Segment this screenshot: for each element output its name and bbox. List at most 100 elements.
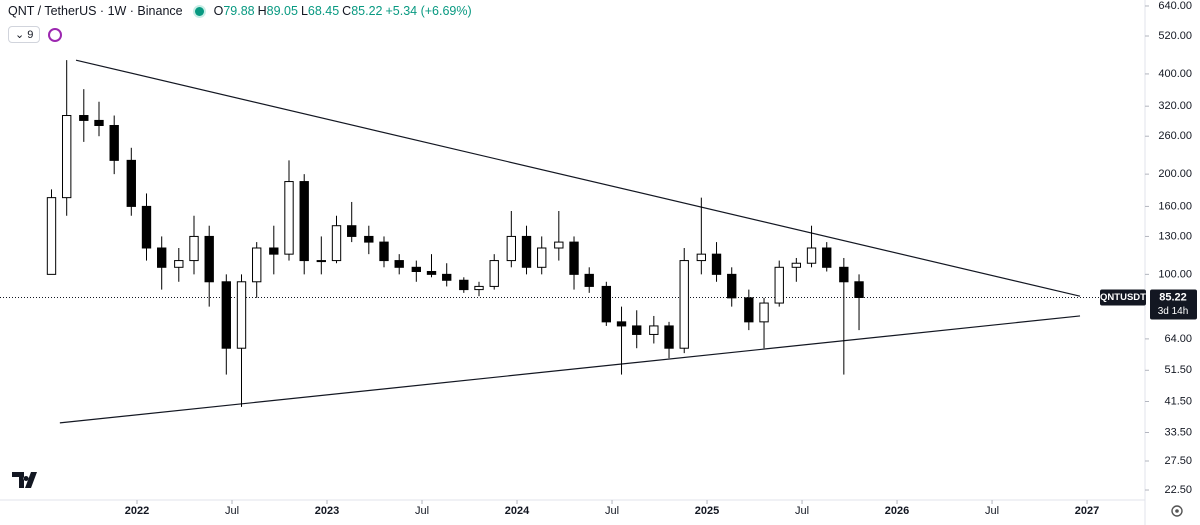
- readout-value: +5.34 (+6.69%): [385, 4, 472, 18]
- candle-body: [569, 241, 579, 275]
- readout-value: 89.05: [266, 4, 298, 18]
- candle-body: [109, 124, 119, 161]
- x-tick-label: Jul: [795, 505, 809, 517]
- toolbar: ⌄ 9: [8, 26, 63, 43]
- x-tick-label: 2026: [885, 505, 909, 517]
- candle-body: [284, 181, 294, 255]
- candle-body: [806, 247, 817, 264]
- x-tick-label: 2025: [695, 505, 719, 517]
- readout-key: H: [257, 4, 267, 18]
- candle-body: [364, 235, 374, 243]
- y-tick-label: 400.00: [1158, 68, 1192, 80]
- candle-body: [141, 205, 152, 249]
- candle-body: [759, 302, 769, 323]
- candle-body: [299, 181, 309, 262]
- candle-body: [521, 235, 532, 268]
- y-tick-label: 130.00: [1158, 230, 1192, 242]
- settings-icon[interactable]: [1171, 505, 1183, 517]
- candle-body: [394, 260, 404, 268]
- candle-body: [221, 281, 231, 349]
- y-tick-label: 320.00: [1158, 100, 1192, 112]
- x-tick-label: 2022: [125, 505, 149, 517]
- candle-body: [157, 247, 167, 268]
- candle-body: [649, 325, 659, 335]
- candle-body: [616, 321, 627, 327]
- candle-body: [727, 273, 737, 299]
- candle-body: [854, 281, 864, 298]
- candle-body: [379, 241, 389, 262]
- y-tick-label: 27.50: [1164, 455, 1192, 467]
- y-tick-label: 260.00: [1158, 130, 1192, 142]
- symbol-tag-bg: [1100, 289, 1146, 306]
- candle-body: [791, 262, 802, 268]
- x-tick-label: 2027: [1075, 505, 1099, 517]
- trendline: [59, 315, 1081, 424]
- y-tick-label: 520.00: [1158, 30, 1192, 42]
- candle-body: [664, 325, 674, 349]
- candle-body: [711, 253, 722, 275]
- candle-body: [126, 159, 136, 207]
- candle-body: [79, 115, 89, 121]
- candle-body: [189, 235, 199, 262]
- countdown: 3d 14h: [1158, 306, 1189, 317]
- candle-body: [774, 266, 784, 304]
- candle-body: [411, 266, 421, 272]
- candle-body: [316, 260, 326, 263]
- readout-value: 79.88: [223, 4, 255, 18]
- candle-body: [426, 270, 437, 275]
- y-tick-label: 33.50: [1164, 426, 1192, 438]
- candle-body: [474, 285, 484, 291]
- candle-body: [632, 325, 642, 335]
- symbol-tag: QNTUSDT: [1100, 292, 1146, 303]
- candle-body: [442, 273, 452, 281]
- y-tick-label: 100.00: [1158, 268, 1192, 280]
- readout-value: 68.45: [307, 4, 340, 18]
- candle-body: [696, 253, 707, 262]
- indicator-badge[interactable]: ⌄ 9: [8, 26, 41, 43]
- y-tick-label: 640.00: [1158, 0, 1192, 12]
- candle-body: [839, 266, 849, 283]
- x-tick-label: Jul: [985, 505, 999, 517]
- x-tick-label: 2024: [505, 505, 530, 517]
- candle-body: [347, 225, 357, 237]
- price-tag-bg: [1150, 289, 1197, 320]
- sync-icon[interactable]: [48, 27, 63, 42]
- candle-body: [236, 281, 247, 349]
- y-tick-label: 64.00: [1164, 333, 1192, 345]
- header: QNT / TetherUS · 1W · Binance O79.88 H89.…: [8, 4, 475, 18]
- x-tick-label: Jul: [225, 505, 239, 517]
- candle-body: [204, 235, 214, 283]
- ohlc-readout: O79.88 H89.05 L68.45 C85.22 +5.34 (+6.69%): [214, 4, 475, 18]
- candle-body: [62, 115, 72, 199]
- x-tick-label: Jul: [605, 505, 619, 517]
- readout-key: L: [300, 4, 308, 18]
- readout-key: O: [213, 4, 224, 18]
- candle-body: [252, 247, 262, 283]
- candle-body: [174, 260, 184, 268]
- candle-body: [331, 225, 342, 262]
- candle-body: [537, 247, 547, 268]
- trendline: [75, 59, 1081, 297]
- candle-body: [46, 197, 57, 275]
- candle-body: [459, 279, 469, 291]
- candle-body: [822, 247, 832, 268]
- candle-body: [744, 297, 754, 323]
- candle-body: [584, 273, 594, 287]
- symbol-title: QNT / TetherUS · 1W · Binance: [8, 4, 183, 18]
- readout-value: 85.22: [351, 4, 383, 18]
- readout-key: C: [342, 4, 352, 18]
- tv-logo: [12, 472, 37, 488]
- candle-body: [94, 119, 104, 126]
- y-tick-label: 160.00: [1158, 200, 1192, 212]
- price-tag: 85.22: [1159, 291, 1187, 303]
- candle-body: [679, 260, 689, 349]
- indicator-count: 9: [27, 29, 34, 41]
- candle-body: [489, 260, 499, 287]
- candle-body: [554, 241, 564, 249]
- candle-body: [269, 247, 279, 255]
- x-tick-label: Jul: [415, 505, 429, 517]
- y-tick-label: 41.50: [1164, 395, 1192, 407]
